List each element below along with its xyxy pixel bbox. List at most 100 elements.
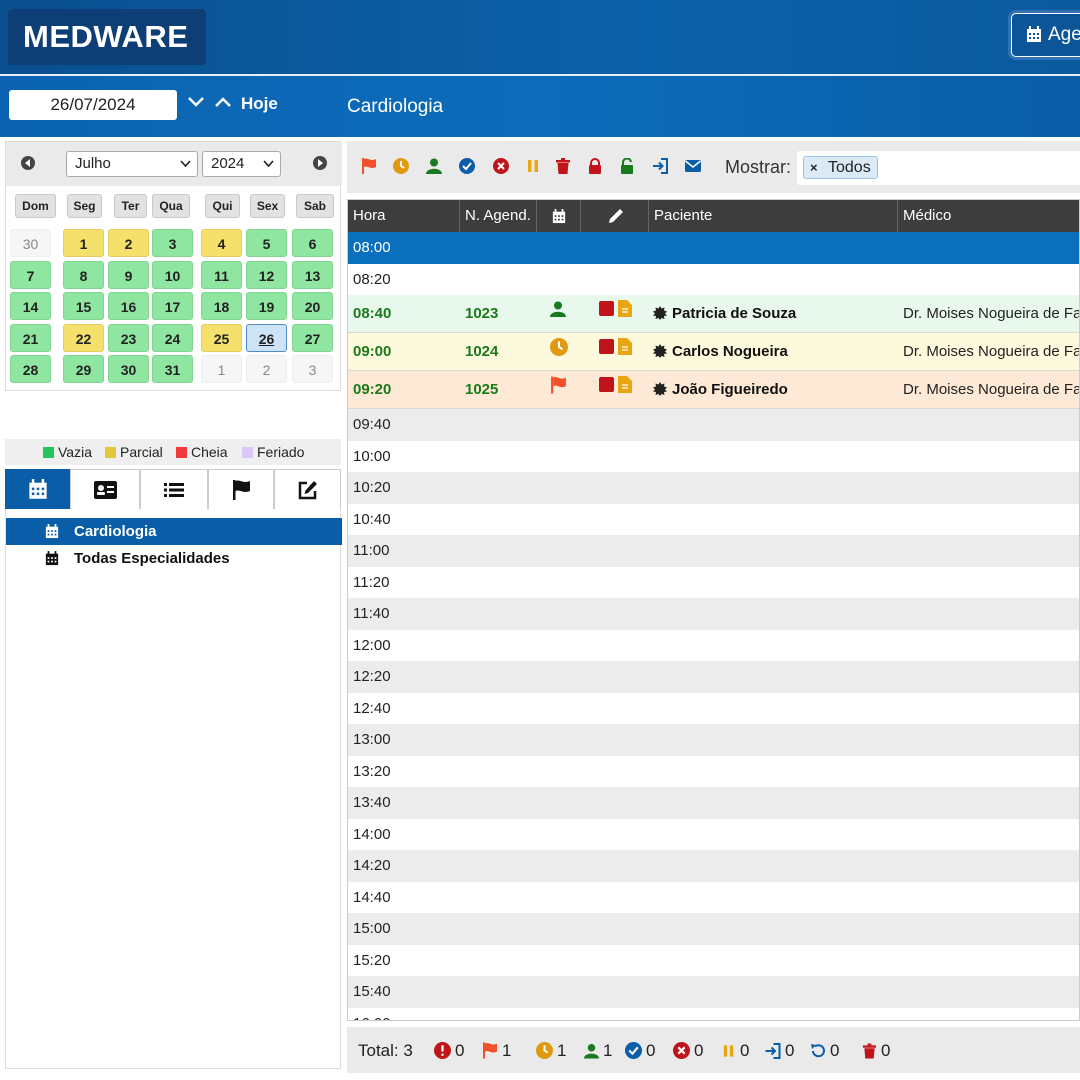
- document-icon[interactable]: [618, 376, 632, 393]
- table-row[interactable]: 09:00 1024 Carlos Nogueira Dr. Moises Nogue…: [348, 333, 1079, 371]
- calendar-day[interactable]: 15: [63, 292, 104, 320]
- app-logo[interactable]: MEDWARE: [8, 9, 206, 65]
- trash-icon[interactable]: [555, 158, 571, 174]
- calendar-day[interactable]: 22: [63, 323, 104, 352]
- table-row[interactable]: 11:20: [348, 566, 1079, 598]
- patient-name[interactable]: João Figueiredo: [653, 371, 788, 409]
- lock-icon[interactable]: [587, 158, 603, 174]
- next-month-icon[interactable]: [313, 156, 327, 170]
- table-row[interactable]: 08:40 1023 Patricia de Souza Dr. Moises Nog…: [348, 295, 1079, 333]
- calendar-day[interactable]: 4: [201, 229, 242, 257]
- calendar-day[interactable]: 18: [201, 292, 242, 320]
- table-row[interactable]: 16:00: [348, 1007, 1079, 1020]
- table-row[interactable]: 12:40: [348, 692, 1079, 724]
- today-button[interactable]: Hoje: [241, 94, 278, 113]
- calendar-day[interactable]: 30: [108, 355, 149, 383]
- table-row[interactable]: 09:40: [348, 409, 1079, 441]
- table-row[interactable]: 08:00: [348, 232, 1079, 264]
- red-square-icon[interactable]: [599, 377, 614, 392]
- calendar-day[interactable]: 28: [10, 355, 51, 383]
- calendar-day[interactable]: 5: [246, 229, 287, 257]
- prev-month-icon[interactable]: [21, 156, 35, 170]
- calendar-day[interactable]: 8: [63, 260, 104, 289]
- calendar-day[interactable]: 29: [63, 355, 104, 383]
- table-row[interactable]: 10:00: [348, 440, 1079, 472]
- envelope-icon[interactable]: [685, 158, 701, 174]
- counter-alert-circle[interactable]: 0: [434, 1041, 464, 1061]
- table-row[interactable]: 15:20: [348, 944, 1079, 976]
- calendar-day[interactable]: 3: [292, 355, 333, 383]
- chevron-down-icon[interactable]: [187, 95, 205, 109]
- calendar-day[interactable]: 3: [152, 229, 193, 257]
- calendar-day[interactable]: 19: [246, 292, 287, 320]
- counter-pause[interactable]: 0: [721, 1041, 749, 1061]
- unlock-icon[interactable]: [619, 158, 635, 174]
- col-number[interactable]: N. Agend.: [460, 200, 537, 232]
- calendar-day[interactable]: 26: [246, 323, 287, 352]
- flag-icon[interactable]: [550, 376, 567, 394]
- calendar-day[interactable]: 14: [10, 292, 51, 320]
- table-row[interactable]: 14:20: [348, 850, 1079, 882]
- counter-check-circle[interactable]: 0: [625, 1041, 655, 1061]
- tab-calendar[interactable]: [5, 469, 70, 509]
- calendar-day[interactable]: 27: [292, 323, 333, 352]
- table-row[interactable]: 15:00: [348, 913, 1079, 945]
- table-row[interactable]: 10:40: [348, 503, 1079, 535]
- col-doctor[interactable]: Médico: [903, 207, 952, 224]
- table-row[interactable]: 11:40: [348, 598, 1079, 630]
- document-icon[interactable]: [618, 338, 632, 355]
- counter-cancel-circle[interactable]: 0: [673, 1041, 703, 1061]
- calendar-day[interactable]: 23: [108, 323, 149, 352]
- counter-sign-in[interactable]: 0: [764, 1041, 794, 1061]
- calendar-day[interactable]: 2: [108, 229, 149, 257]
- patient-name[interactable]: Carlos Nogueira: [653, 333, 788, 371]
- month-select[interactable]: Julho: [66, 151, 198, 177]
- calendar-day[interactable]: 21: [10, 323, 51, 352]
- user-icon[interactable]: [426, 158, 442, 174]
- calendar-day[interactable]: 24: [152, 323, 193, 352]
- calendar-day[interactable]: 2: [246, 355, 287, 383]
- calendar-day[interactable]: 16: [108, 292, 149, 320]
- counter-undo[interactable]: 0: [810, 1041, 839, 1061]
- calendar-day[interactable]: 6: [292, 229, 333, 257]
- chevron-up-icon[interactable]: [214, 95, 232, 109]
- table-row[interactable]: 14:40: [348, 881, 1079, 913]
- table-row[interactable]: 15:40: [348, 976, 1079, 1008]
- table-row[interactable]: 14:00: [348, 818, 1079, 850]
- calendar-day[interactable]: 9: [108, 260, 149, 289]
- year-select[interactable]: 2024: [202, 151, 281, 177]
- col-hour[interactable]: Hora: [348, 200, 460, 232]
- agenda-button[interactable]: Age: [1011, 13, 1080, 57]
- calendar-day[interactable]: 25: [201, 323, 242, 352]
- clock-icon[interactable]: [550, 338, 568, 356]
- date-input[interactable]: 26/07/2024: [9, 90, 177, 120]
- check-circle-icon[interactable]: [459, 158, 475, 174]
- patient-name[interactable]: Patricia de Souza: [653, 295, 796, 333]
- calendar-day[interactable]: 12: [246, 260, 287, 289]
- remove-tag-icon[interactable]: ×: [810, 160, 818, 175]
- calendar-day[interactable]: 20: [292, 292, 333, 320]
- table-row[interactable]: 10:20: [348, 472, 1079, 504]
- counter-clock[interactable]: 1: [536, 1041, 566, 1061]
- tab-list[interactable]: [140, 469, 208, 509]
- cancel-circle-icon[interactable]: [493, 158, 509, 174]
- calendar-day[interactable]: 11: [201, 260, 242, 289]
- document-icon[interactable]: [618, 300, 632, 317]
- tab-edit[interactable]: [274, 469, 341, 509]
- counter-trash[interactable]: 0: [862, 1041, 890, 1061]
- show-filter-input[interactable]: × Todos: [797, 151, 1080, 185]
- table-row[interactable]: 13:00: [348, 724, 1079, 756]
- counter-user[interactable]: 1: [584, 1041, 612, 1061]
- red-square-icon[interactable]: [599, 339, 614, 354]
- flag-icon[interactable]: [361, 158, 377, 174]
- calendar-day[interactable]: 1: [201, 355, 242, 383]
- calendar-day[interactable]: 13: [292, 260, 333, 289]
- tab-flags[interactable]: [208, 469, 274, 509]
- calendar-day[interactable]: 1: [63, 229, 104, 257]
- table-row[interactable]: 08:20: [348, 263, 1079, 295]
- counter-flag[interactable]: 1: [482, 1041, 511, 1061]
- calendar-day[interactable]: 30: [10, 229, 51, 257]
- pause-icon[interactable]: [525, 158, 541, 174]
- sign-in-icon[interactable]: [652, 158, 668, 174]
- table-row[interactable]: 13:20: [348, 755, 1079, 787]
